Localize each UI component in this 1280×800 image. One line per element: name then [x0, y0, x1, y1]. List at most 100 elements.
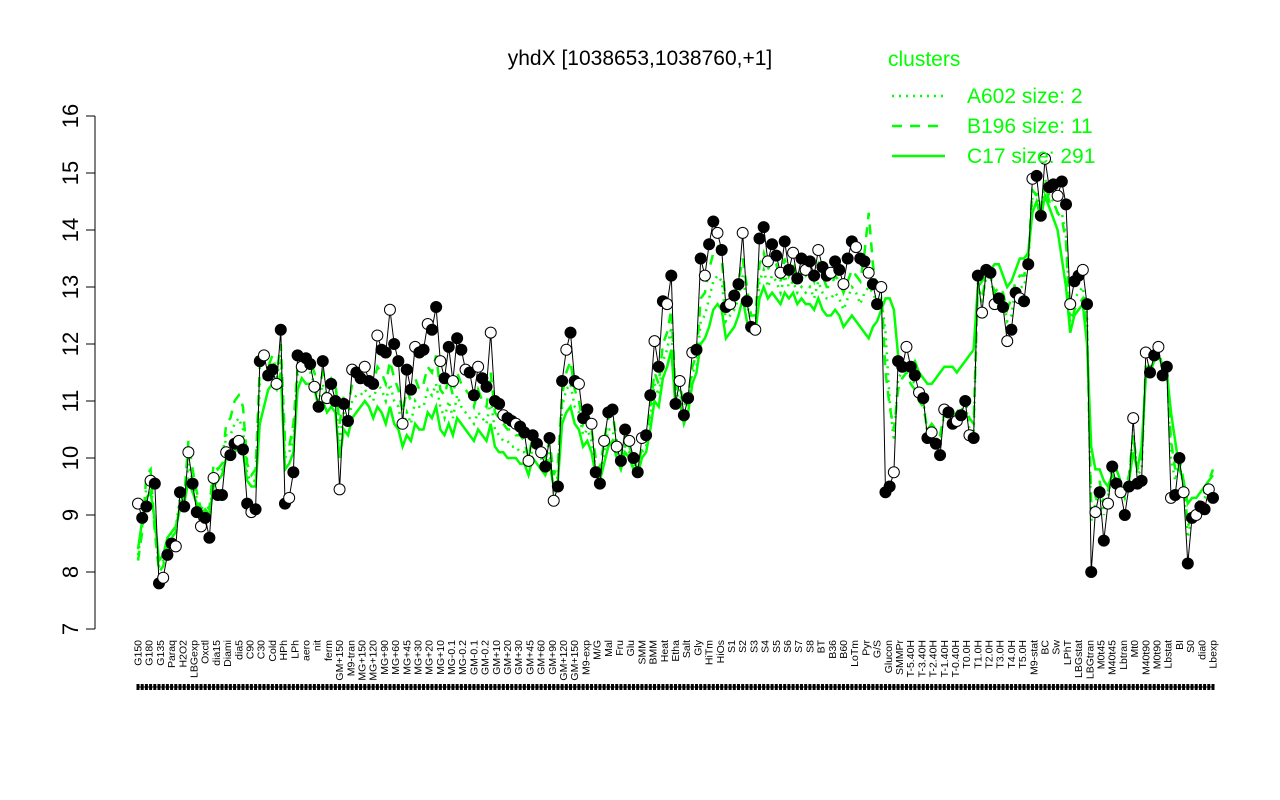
- data-point: [841, 252, 854, 265]
- data-point: [140, 500, 153, 513]
- data-point: [404, 383, 417, 396]
- x-tick: [909, 684, 913, 690]
- x-tick-label: BMM: [648, 640, 660, 665]
- x-tick-label: Pyr: [860, 639, 872, 655]
- x-tick: [741, 684, 745, 690]
- data-point: [1106, 460, 1119, 473]
- x-tick-label: Mt0: [1129, 640, 1141, 658]
- data-point: [1030, 169, 1043, 182]
- data-point: [883, 480, 896, 493]
- x-tick: [191, 684, 195, 690]
- x-tick: [1060, 684, 1064, 690]
- x-tick-label: Lbexp: [1208, 640, 1220, 669]
- x-tick: [367, 684, 371, 690]
- data-point: [547, 494, 560, 507]
- data-point: [287, 466, 300, 479]
- x-tick: [275, 684, 279, 690]
- x-tick: [934, 684, 938, 690]
- x-tick: [388, 684, 392, 690]
- x-tick: [1211, 684, 1215, 690]
- x-tick-label: T5.0H: [1017, 640, 1029, 669]
- x-tick-label: Etha: [670, 640, 682, 662]
- x-tick: [480, 684, 484, 690]
- x-tick: [627, 684, 631, 690]
- data-point: [1039, 152, 1052, 165]
- x-tick: [1135, 684, 1139, 690]
- data-point: [644, 389, 657, 402]
- x-tick: [791, 684, 795, 690]
- x-tick-label: T3.0H: [995, 640, 1007, 669]
- data-point: [955, 409, 968, 422]
- x-tick-label: T-0.40H: [950, 640, 962, 677]
- x-tick: [959, 684, 963, 690]
- x-tick: [787, 684, 791, 690]
- y-tick-label: 7: [58, 623, 83, 635]
- x-tick-label: MG-0.1: [446, 640, 458, 675]
- x-tick-label: MG+20: [424, 640, 436, 675]
- data-point: [1102, 497, 1115, 510]
- x-tick: [921, 684, 925, 690]
- x-tick-label: Glucon: [883, 640, 895, 673]
- data-point: [425, 323, 438, 336]
- x-tick: [518, 684, 522, 690]
- x-tick: [207, 684, 211, 690]
- x-tick: [543, 684, 547, 690]
- data-point: [1001, 335, 1014, 348]
- x-tick: [1026, 684, 1030, 690]
- x-tick: [736, 684, 740, 690]
- x-tick-label: MG+60: [390, 640, 402, 675]
- data-point: [1093, 486, 1106, 499]
- x-tick-label: T-2.40H: [928, 640, 940, 677]
- x-tick: [778, 684, 782, 690]
- x-tick: [422, 684, 426, 690]
- x-tick: [174, 684, 178, 690]
- x-tick: [459, 684, 463, 690]
- data-point: [451, 332, 464, 345]
- data-point: [728, 289, 741, 302]
- x-tick: [224, 684, 228, 690]
- x-tick: [867, 684, 871, 690]
- x-tick: [195, 684, 199, 690]
- x-tick-label: S6: [782, 640, 794, 653]
- data-point: [207, 471, 220, 484]
- x-tick: [1068, 684, 1072, 690]
- x-tick: [913, 684, 917, 690]
- data-point: [564, 326, 577, 339]
- x-tick: [279, 684, 283, 690]
- x-tick: [405, 684, 409, 690]
- x-tick-label: MG+45: [401, 640, 413, 675]
- data-point: [661, 298, 674, 311]
- x-tick: [228, 684, 232, 690]
- data-point: [770, 249, 783, 262]
- x-tick: [703, 684, 707, 690]
- x-tick-label: C90: [244, 640, 256, 659]
- x-tick-label: M9-tran: [345, 640, 357, 676]
- x-tick: [917, 684, 921, 690]
- x-tick: [963, 684, 967, 690]
- data-point: [682, 392, 695, 405]
- data-point: [640, 429, 653, 442]
- x-tick-label: ferm: [323, 640, 335, 661]
- y-tick-label: 14: [58, 218, 83, 242]
- x-tick-label: Sw: [1051, 640, 1063, 655]
- x-tick: [862, 684, 866, 690]
- x-tick: [1186, 684, 1190, 690]
- x-tick: [237, 684, 241, 690]
- x-tick-label: G150: [133, 640, 145, 666]
- x-tick: [879, 684, 883, 690]
- data-point: [257, 349, 270, 362]
- data-point: [270, 377, 283, 390]
- legend-label: C17 size: 291: [967, 145, 1095, 168]
- x-tick-label: MG+90: [379, 640, 391, 675]
- data-point: [388, 338, 401, 350]
- x-tick: [258, 684, 262, 690]
- x-tick: [300, 684, 304, 690]
- x-tick: [1085, 684, 1089, 690]
- x-tick-label: aero: [300, 640, 312, 661]
- y-tick-label: 10: [58, 446, 83, 470]
- x-tick-label: SMMPr: [894, 640, 906, 676]
- x-tick: [732, 684, 736, 690]
- data-point: [703, 238, 716, 251]
- x-tick: [699, 684, 703, 690]
- x-tick: [140, 684, 144, 690]
